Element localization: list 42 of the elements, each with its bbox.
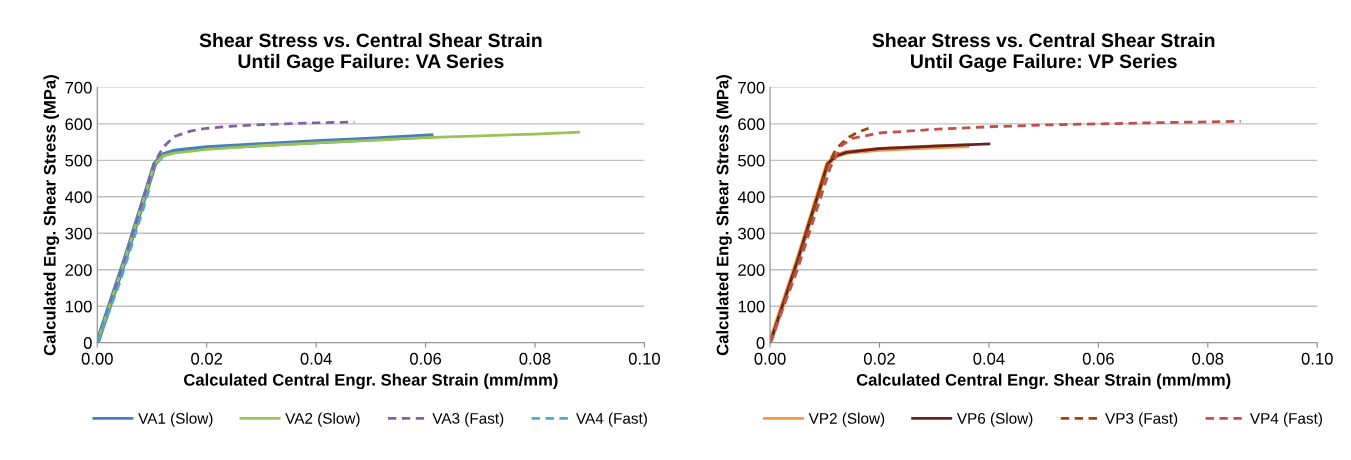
chart-title: Shear Stress vs. Central Shear Strain Until Gage Failure: VA Series <box>199 32 542 73</box>
y-tick-label: 100 <box>65 300 92 313</box>
legend-label: VP4 (Fast) <box>1249 412 1322 427</box>
x-tick-label: 0.08 <box>1192 352 1224 365</box>
y-tick-label: 200 <box>65 264 92 276</box>
y-axis-title: Calculated Eng. Shear Stress (MPa) <box>43 75 60 356</box>
x-tick-label: 0.00 <box>754 352 786 365</box>
x-tick-label: 0.04 <box>300 352 332 365</box>
legend-label: VP6 (Slow) <box>956 412 1033 427</box>
x-tick-label: 0.10 <box>628 352 660 365</box>
legend-label: VP2 (Slow) <box>808 412 885 427</box>
y-tick-label: 500 <box>738 154 765 167</box>
x-tick-label: 0.08 <box>519 352 551 365</box>
y-axis-title: Calculated Eng. Shear Stress (MPa) <box>716 75 732 356</box>
x-tick-label: 0.04 <box>973 352 1005 365</box>
legend-label: VP3 (Fast) <box>1105 412 1178 427</box>
x-tick-label: 0.02 <box>863 352 895 365</box>
x-tick-label: 0.00 <box>81 352 113 365</box>
legend-label: VA1 (Slow) <box>138 412 213 427</box>
x-axis-title: Calculated Central Engr. Shear Strain (mm/mm) <box>856 373 1231 390</box>
x-tick-label: 0.06 <box>1082 352 1114 365</box>
y-tick-label: 300 <box>738 227 765 240</box>
y-tick-label: 300 <box>65 227 92 240</box>
y-tick-label: 700 <box>738 81 765 94</box>
y-tick-label: 0 <box>83 337 92 349</box>
x-axis-title: Calculated Central Engr. Shear Strain (mm/mm) <box>183 373 558 390</box>
y-tick-label: 600 <box>738 118 765 131</box>
x-tick-label: 0.06 <box>410 352 442 365</box>
y-tick-label: 200 <box>738 264 765 276</box>
y-tick-label: 400 <box>737 191 765 204</box>
legend-label: VA4 (Fast) <box>576 412 647 427</box>
y-tick-label: 600 <box>65 118 92 131</box>
y-tick-label: 400 <box>64 191 92 204</box>
y-tick-label: 0 <box>756 337 765 349</box>
y-tick-label: 100 <box>738 300 765 313</box>
y-tick-label: 500 <box>65 154 92 167</box>
chart-title: Shear Stress vs. Central Shear Strain Until Gage Failure: VP Series <box>872 32 1215 73</box>
x-tick-label: 0.02 <box>191 352 223 365</box>
y-tick-label: 700 <box>65 81 92 94</box>
x-tick-label: 0.10 <box>1301 352 1333 365</box>
legend-label: VA3 (Fast) <box>432 412 504 427</box>
legend-label: VA2 (Slow) <box>285 412 360 427</box>
